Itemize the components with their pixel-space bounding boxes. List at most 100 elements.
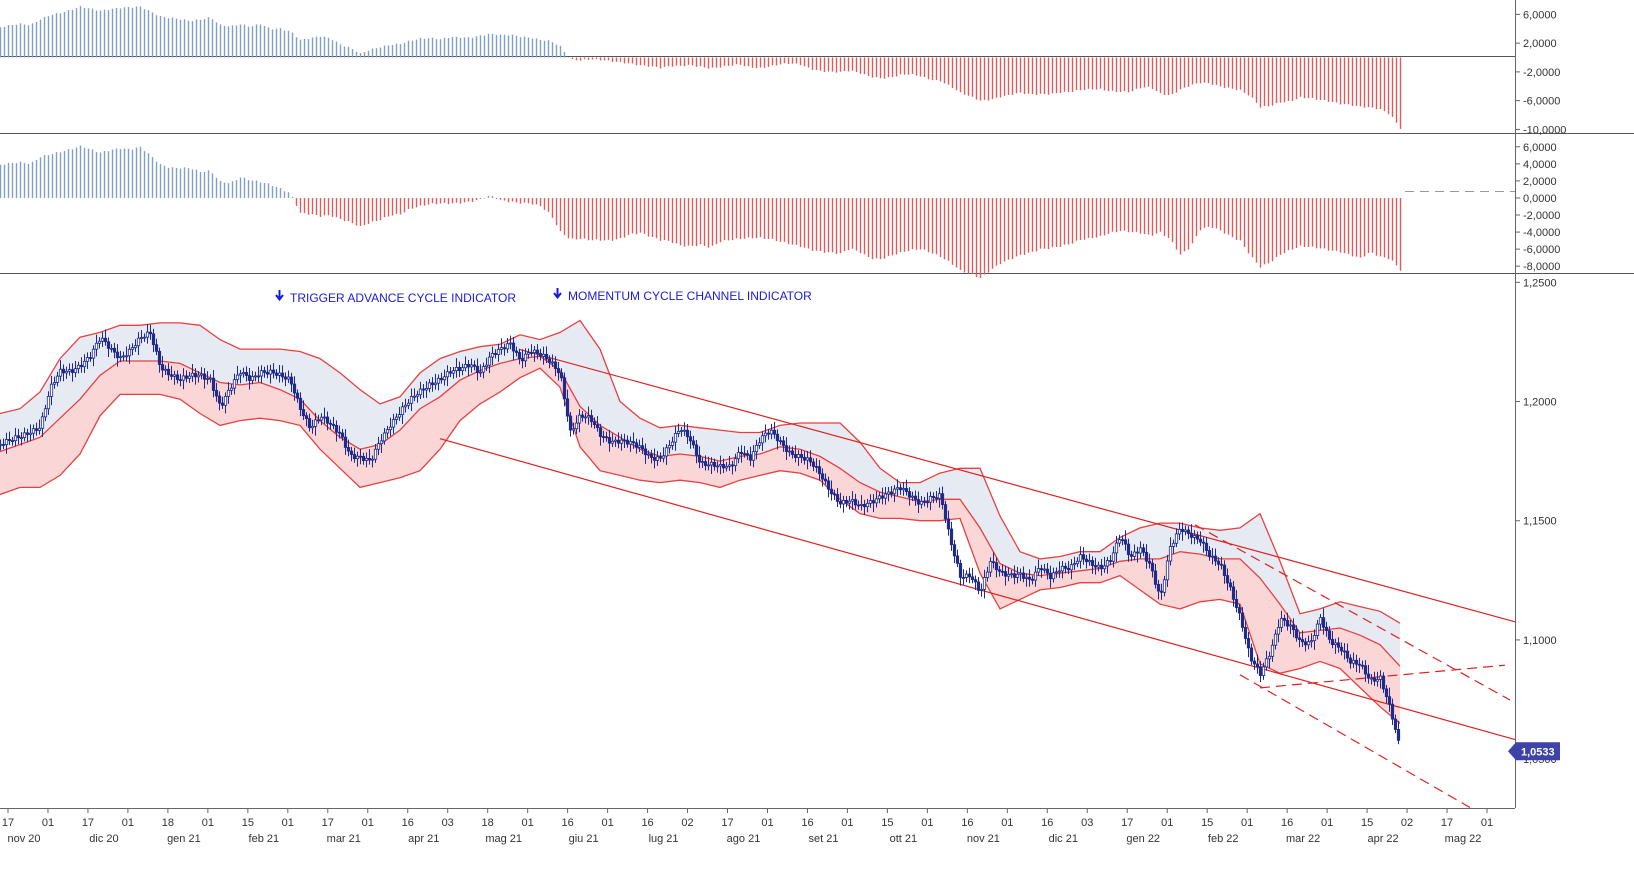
candle-body xyxy=(499,347,504,350)
x-tick-day-label: 17 xyxy=(322,817,334,829)
candle-body xyxy=(1375,679,1380,682)
candle-body xyxy=(1009,573,1014,576)
upper-band-line xyxy=(0,319,1401,624)
x-tick-day-label: 01 xyxy=(1241,817,1253,829)
candle-body xyxy=(940,493,945,506)
y-tick-label: 2,0000 xyxy=(1523,38,1557,50)
candle-body xyxy=(253,375,258,378)
candle-body xyxy=(475,365,480,373)
candle-body xyxy=(349,450,354,455)
candle-body xyxy=(1078,554,1083,562)
candle-body xyxy=(1054,571,1059,574)
candle-body xyxy=(1276,627,1281,635)
candle-body xyxy=(49,383,54,397)
candle-body xyxy=(685,429,690,438)
candle-body xyxy=(421,388,426,391)
candle-body xyxy=(763,432,768,437)
candle-body xyxy=(1372,677,1377,682)
candle-body xyxy=(1072,563,1077,566)
candle-body xyxy=(1045,568,1050,574)
candle-body xyxy=(1081,554,1086,560)
candle-body xyxy=(760,435,765,444)
candle-body xyxy=(784,445,789,452)
candle-body xyxy=(1330,638,1335,646)
x-tick-day-label: 17 xyxy=(2,817,14,829)
candle-body xyxy=(553,361,558,369)
x-tick-day-label: 17 xyxy=(82,817,94,829)
x-tick-day-label: 01 xyxy=(522,817,534,829)
x-tick-month-label: feb 21 xyxy=(249,833,280,845)
candle-body xyxy=(751,451,756,461)
candle-body xyxy=(1159,590,1164,593)
candle-body xyxy=(1012,573,1017,578)
candle-body xyxy=(889,491,894,495)
candle-body xyxy=(1150,562,1155,572)
candle-body xyxy=(994,562,999,571)
x-tick-month-label: mar 21 xyxy=(327,833,361,845)
x-tick-day-label: 03 xyxy=(442,817,454,829)
candle-body xyxy=(1165,560,1170,581)
candle-body xyxy=(205,378,210,380)
candle-body xyxy=(1099,564,1104,570)
candle-body xyxy=(307,418,312,429)
candle-body xyxy=(292,383,297,394)
candle-body xyxy=(7,439,12,441)
candle-body xyxy=(61,368,66,374)
candle-body xyxy=(346,447,351,452)
candle-body xyxy=(469,364,474,368)
candle-body xyxy=(1300,639,1305,643)
candle-body xyxy=(1315,623,1320,636)
trigger-annotation: TRIGGER ADVANCE CYCLE INDICATOR xyxy=(275,290,516,305)
candle-body xyxy=(1261,666,1266,676)
candle-body xyxy=(688,436,693,442)
x-tick-day-label: 01 xyxy=(1161,817,1173,829)
candle-body xyxy=(37,427,42,431)
candle-body xyxy=(424,388,429,391)
candle-body xyxy=(568,415,573,431)
candle-body xyxy=(142,336,147,339)
candle-body xyxy=(988,561,993,573)
candle-body xyxy=(895,487,900,490)
candle-body xyxy=(226,389,231,397)
candle-body xyxy=(97,340,102,344)
candle-body xyxy=(1207,550,1212,558)
x-tick-day-label: 02 xyxy=(1401,817,1413,829)
candle-body xyxy=(1030,578,1035,581)
candle-body xyxy=(547,358,552,363)
candle-body xyxy=(598,427,603,437)
last-value-flag-shape xyxy=(1508,742,1560,761)
candle-body xyxy=(1036,568,1041,573)
candle-body xyxy=(1102,565,1107,570)
x-tick-day-label: 18 xyxy=(162,817,174,829)
candle-body xyxy=(1105,560,1110,567)
candle-body xyxy=(196,374,201,378)
candle-body xyxy=(589,415,594,423)
candle-body xyxy=(145,331,150,338)
candle-body xyxy=(724,465,729,469)
candle-body xyxy=(1156,583,1161,592)
candle-body xyxy=(787,450,792,453)
last-value-flag: 1,0533 xyxy=(1508,742,1560,761)
candle-body xyxy=(1306,641,1311,646)
candle-body xyxy=(793,454,798,458)
candle-body xyxy=(1243,627,1248,639)
candle-body xyxy=(670,441,675,446)
candle-body xyxy=(904,488,909,492)
candle-body xyxy=(331,423,336,426)
candle-body xyxy=(148,331,153,335)
x-tick-month-label: ott 21 xyxy=(890,833,918,845)
candle-body xyxy=(1249,647,1254,662)
candle-body xyxy=(799,454,804,458)
candle-body xyxy=(508,342,513,345)
y-tick-label: 1,1000 xyxy=(1523,635,1557,647)
candle-body xyxy=(1201,541,1206,544)
candle-body xyxy=(1240,612,1245,628)
candle-body xyxy=(280,372,285,378)
x-tick-day-label: 16 xyxy=(402,817,414,829)
candle-body xyxy=(1219,563,1224,566)
candle-body xyxy=(268,369,273,375)
candle-body xyxy=(418,388,423,396)
y-tick-label: 1,1500 xyxy=(1523,516,1557,528)
candle-body xyxy=(766,432,771,435)
trigger-annotation-label: TRIGGER ADVANCE CYCLE INDICATOR xyxy=(290,291,516,305)
